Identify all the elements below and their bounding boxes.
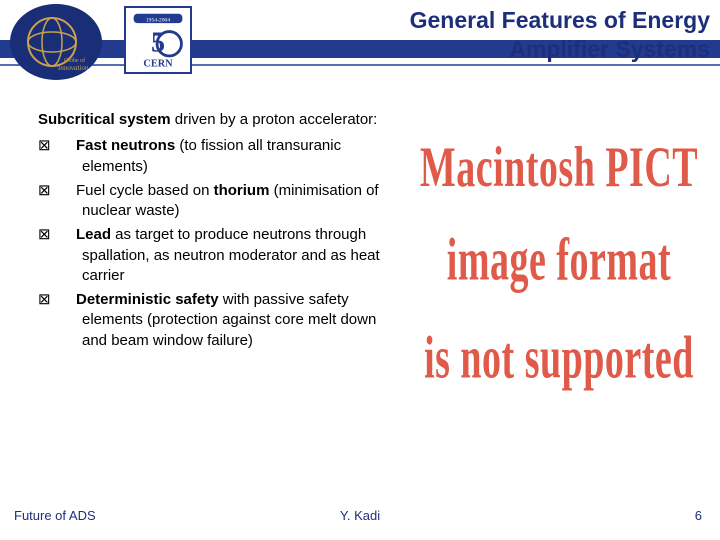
footer-right: 6 (695, 508, 702, 523)
pict-placeholder: Macintosh PICT image format is not suppo… (410, 135, 708, 367)
svg-text:Innovation: Innovation (57, 64, 89, 72)
bullet-strong: Fast neutrons (76, 137, 175, 154)
svg-text:CERN: CERN (143, 58, 173, 69)
bullet-strong: thorium (214, 182, 270, 199)
pict-line-2: image format (410, 225, 708, 295)
bullet-marker-icon: ⊠ (60, 290, 76, 310)
footer-center: Y. Kadi (0, 508, 720, 523)
header: Globe of Innovation 1954-2004 5 CERN Gen… (0, 0, 720, 88)
lead-sentence: Subcritical system driven by a proton ac… (38, 110, 383, 130)
slide-title: General Features of Energy Amplifier Sys… (210, 6, 710, 64)
title-line-1: General Features of Energy (410, 7, 710, 33)
title-line-2: Amplifier Systems (509, 36, 710, 62)
footer: Future of ADS Y. Kadi 6 (0, 508, 720, 528)
bullet-item: ⊠ Fast neutrons (to fission all transura… (60, 136, 383, 177)
bullet-marker-icon: ⊠ (60, 136, 76, 156)
lead-rest: driven by a proton accelerator: (171, 111, 378, 128)
bullet-strong: Lead (76, 226, 111, 243)
svg-text:1954-2004: 1954-2004 (146, 17, 171, 23)
bullet-marker-icon: ⊠ (60, 225, 76, 245)
bullet-item: ⊠ Lead as target to produce neutrons thr… (60, 225, 383, 286)
bullet-list: ⊠ Fast neutrons (to fission all transura… (38, 136, 383, 351)
bullet-marker-icon: ⊠ (60, 181, 76, 201)
lead-strong: Subcritical system (38, 111, 171, 128)
bullet-item: ⊠ Fuel cycle based on thorium (minimisat… (60, 181, 383, 222)
pict-line-3: is not supported (410, 323, 708, 393)
globe-of-innovation-logo: Globe of Innovation (8, 2, 120, 82)
cern-50-logo: 1954-2004 5 CERN (124, 6, 192, 74)
bullet-strong: Deterministic safety (76, 291, 219, 308)
pict-line-1: Macintosh PICT (410, 135, 708, 201)
svg-text:Globe of: Globe of (64, 57, 85, 64)
body-text: Subcritical system driven by a proton ac… (38, 110, 383, 355)
bullet-item: ⊠ Deterministic safety with passive safe… (60, 290, 383, 351)
